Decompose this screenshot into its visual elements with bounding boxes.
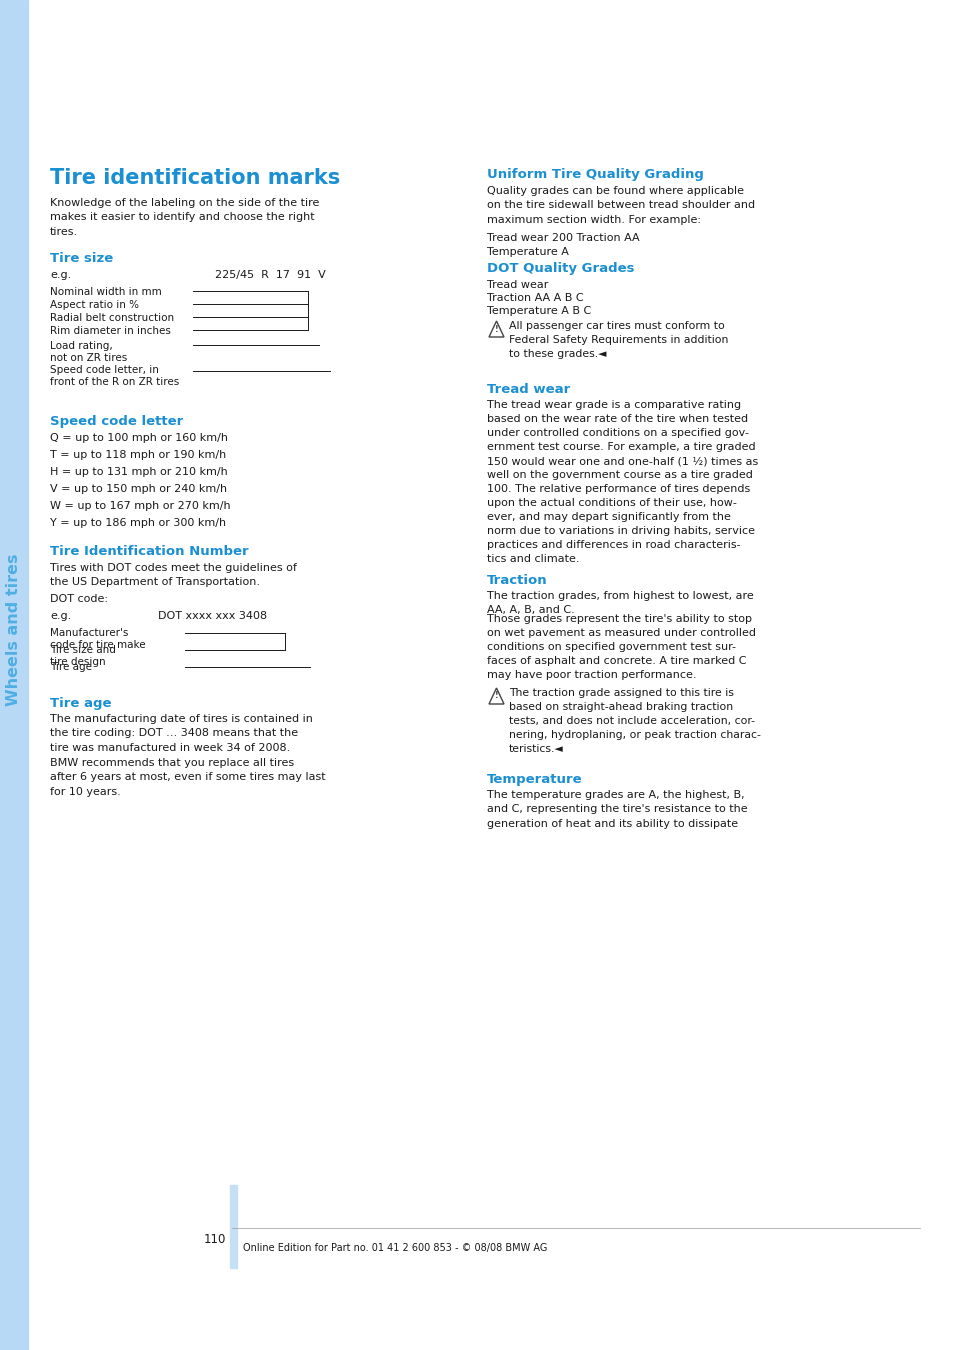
Text: Load rating,
not on ZR tires: Load rating, not on ZR tires [50,342,127,363]
Text: Speed code letter, in
front of the R on ZR tires: Speed code letter, in front of the R on … [50,364,179,387]
Text: Tread wear: Tread wear [486,279,548,290]
Text: Y = up to 186 mph or 300 km/h: Y = up to 186 mph or 300 km/h [50,518,226,528]
Text: !: ! [495,691,497,701]
Text: H = up to 131 mph or 210 km/h: H = up to 131 mph or 210 km/h [50,467,228,477]
Text: DOT xxxx xxx 3408: DOT xxxx xxx 3408 [158,612,267,621]
Text: e.g.: e.g. [50,612,71,621]
Text: Knowledge of the labeling on the side of the tire
makes it easier to identify an: Knowledge of the labeling on the side of… [50,198,319,236]
Text: DOT Quality Grades: DOT Quality Grades [486,262,634,275]
Text: Uniform Tire Quality Grading: Uniform Tire Quality Grading [486,167,703,181]
Text: V = up to 150 mph or 240 km/h: V = up to 150 mph or 240 km/h [50,485,227,494]
Text: Wheels and tires: Wheels and tires [7,554,22,706]
Text: The tread wear grade is a comparative rating
based on the wear rate of the tire : The tread wear grade is a comparative ra… [486,400,758,564]
Text: Traction AA A B C: Traction AA A B C [486,293,583,302]
Text: All passenger car tires must conform to
Federal Safety Requirements in addition
: All passenger car tires must conform to … [509,321,727,359]
Text: Manufacturer's
code for tire make: Manufacturer's code for tire make [50,628,146,651]
Text: e.g.: e.g. [50,270,71,279]
Text: The temperature grades are A, the highest, B,
and C, representing the tire's res: The temperature grades are A, the highes… [486,790,747,829]
Text: Tire Identification Number: Tire Identification Number [50,545,249,558]
Text: 225/45  R  17  91  V: 225/45 R 17 91 V [214,270,325,279]
Text: !: ! [495,324,497,333]
Text: Traction: Traction [486,574,547,587]
Text: Tire identification marks: Tire identification marks [50,167,340,188]
Text: Quality grades can be found where applicable
on the tire sidewall between tread : Quality grades can be found where applic… [486,186,755,225]
Text: 110: 110 [203,1233,226,1246]
Text: Tires with DOT codes meet the guidelines of
the US Department of Transportation.: Tires with DOT codes meet the guidelines… [50,563,296,587]
Text: Those grades represent the tire's ability to stop
on wet pavement as measured un: Those grades represent the tire's abilit… [486,614,755,680]
Text: Rim diameter in inches: Rim diameter in inches [50,325,171,336]
Text: DOT code:: DOT code: [50,594,108,603]
Bar [230,1185,236,1268]
Text: Speed code letter: Speed code letter [50,414,183,428]
Text: Tire size: Tire size [50,252,113,265]
Text: Temperature: Temperature [486,774,582,786]
Text: Q = up to 100 mph or 160 km/h: Q = up to 100 mph or 160 km/h [50,433,228,443]
Text: T = up to 118 mph or 190 km/h: T = up to 118 mph or 190 km/h [50,450,226,460]
Text: The traction grade assigned to this tire is
based on straight-ahead braking trac: The traction grade assigned to this tire… [509,688,760,755]
Text: Tread wear 200 Traction AA
Temperature A: Tread wear 200 Traction AA Temperature A [486,234,639,258]
Text: Tire age: Tire age [50,662,91,672]
Text: W = up to 167 mph or 270 km/h: W = up to 167 mph or 270 km/h [50,501,231,512]
Text: Tread wear: Tread wear [486,383,570,396]
Text: Temperature A B C: Temperature A B C [486,306,591,316]
Text: Tire size and
tire design: Tire size and tire design [50,645,115,667]
Text: BMW recommends that you replace all tires
after 6 years at most, even if some ti: BMW recommends that you replace all tire… [50,757,325,796]
Text: Aspect ratio in %: Aspect ratio in % [50,300,139,310]
Text: Nominal width in mm: Nominal width in mm [50,288,162,297]
Text: The manufacturing date of tires is contained in
the tire coding: DOT … 3408 mean: The manufacturing date of tires is conta… [50,714,313,753]
Text: Tire age: Tire age [50,697,112,710]
Text: The traction grades, from highest to lowest, are
AA, A, B, and C.: The traction grades, from highest to low… [486,591,753,616]
Text: Online Edition for Part no. 01 41 2 600 853 - © 08/08 BMW AG: Online Edition for Part no. 01 41 2 600 … [243,1243,547,1253]
Bar [0,0,28,1350]
Text: Radial belt construction: Radial belt construction [50,313,174,323]
